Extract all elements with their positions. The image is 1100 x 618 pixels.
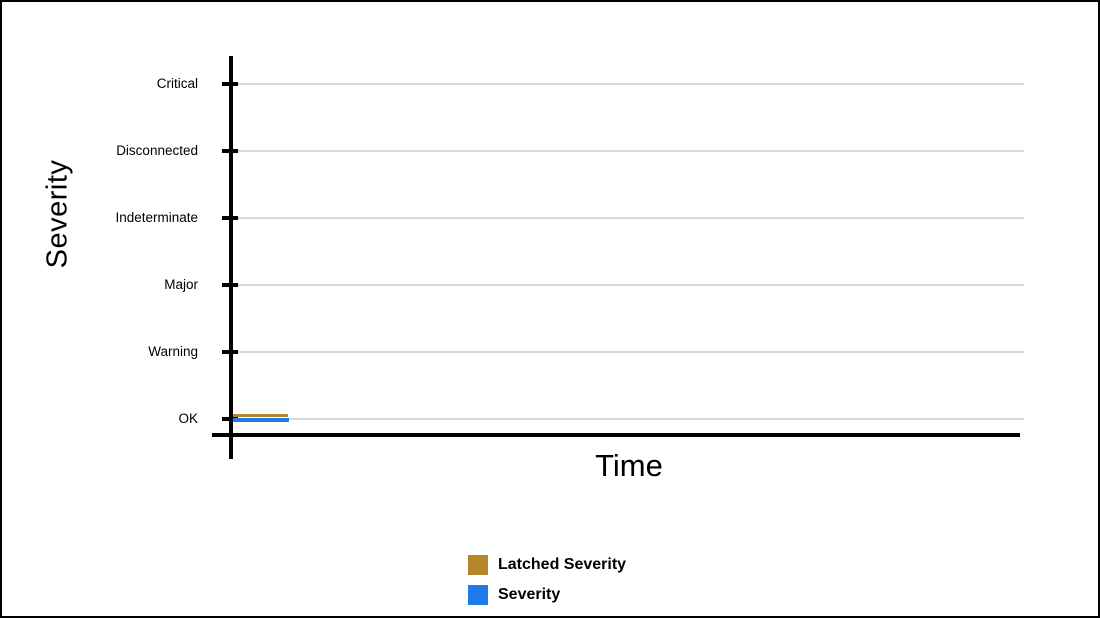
series-segment-latched-severity — [233, 414, 288, 417]
gridline — [233, 418, 1024, 420]
legend-label: Latched Severity — [498, 556, 627, 573]
gridline — [233, 150, 1024, 152]
legend-swatch — [468, 585, 488, 605]
gridline — [233, 217, 1024, 219]
y-axis-tick-label: Indeterminate — [115, 210, 198, 225]
gridline — [233, 284, 1024, 286]
y-axis-line — [229, 56, 233, 459]
y-axis-tick-label: Warning — [148, 344, 198, 359]
x-axis-title: Time — [595, 448, 663, 483]
series-segment-severity — [233, 418, 289, 422]
y-axis-tick-label: Disconnected — [116, 143, 198, 158]
legend: Latched Severity Severity — [468, 555, 626, 615]
y-axis-tick-label: OK — [178, 411, 198, 426]
y-axis-tick-label: Major — [164, 277, 198, 292]
y-axis-title: Severity — [41, 159, 74, 269]
legend-swatch — [468, 555, 488, 575]
x-axis-line — [212, 433, 1020, 437]
legend-item: Severity — [468, 585, 626, 605]
y-axis-tick-label: Critical — [156, 76, 198, 91]
legend-label: Severity — [498, 586, 561, 603]
gridline — [233, 83, 1024, 85]
legend-item: Latched Severity — [468, 555, 626, 575]
gridline — [233, 351, 1024, 353]
